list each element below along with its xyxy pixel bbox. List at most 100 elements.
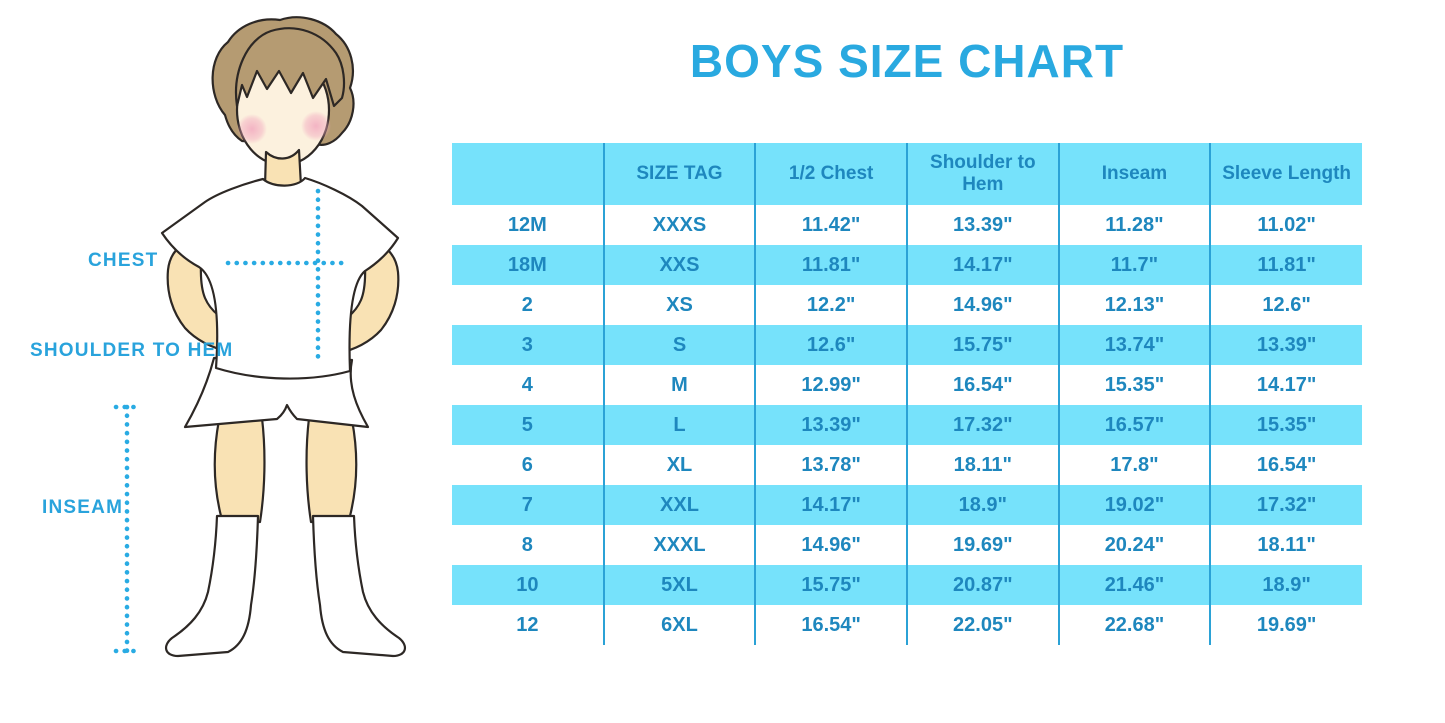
- table-cell: 14.17": [905, 245, 1059, 285]
- table-cell: 15.35": [1057, 365, 1211, 405]
- table-row: 3 S 12.6" 15.75" 13.74" 13.39": [452, 325, 1362, 365]
- table-cell: 12.6": [754, 325, 907, 365]
- header-cell-shoulder-to-hem: Shoulder to Hem: [905, 143, 1059, 205]
- page-title: BOYS SIZE CHART: [689, 35, 1125, 87]
- table-cell: 16.54": [905, 365, 1059, 405]
- right-sock: [311, 514, 407, 658]
- table-cell: 20.87": [905, 565, 1059, 605]
- table-cell: 17.32": [1209, 485, 1362, 525]
- table-cell: 11.81": [1209, 245, 1362, 285]
- table-cell: 6XL: [602, 605, 756, 645]
- table-cell: XL: [602, 445, 756, 485]
- header-cell-size: [452, 143, 604, 205]
- table-cell: 18.9": [905, 485, 1059, 525]
- table-cell: 7: [452, 485, 604, 525]
- table-cell: 4: [521, 373, 533, 396]
- table-cell: 11.02": [1209, 205, 1362, 245]
- boy-figure-illustration: CHEST SHOULDER TO HEM INSEAM: [0, 0, 450, 723]
- boy-illustration-svg: [113, 16, 407, 658]
- table-cell: S: [602, 325, 756, 365]
- table-row: 6 XL 13.78" 18.11" 17.8" 16.54": [452, 445, 1362, 485]
- table-cell: 14.17": [754, 485, 907, 525]
- table-cell: 11.42": [754, 205, 907, 245]
- size-chart-table: SIZE TAG 1/2 Chest Shoulder to Hem Insea…: [452, 143, 1362, 645]
- table-cell: 19.02": [1057, 485, 1211, 525]
- table-cell: 10: [452, 565, 604, 605]
- table-cell: M: [602, 365, 756, 405]
- table-cell: 15.75": [754, 565, 907, 605]
- left-cheek: [237, 114, 267, 144]
- table-cell: 12M: [507, 213, 547, 236]
- table-cell: 12.13": [1057, 285, 1211, 325]
- table-cell: 15.75": [905, 325, 1059, 365]
- table-body: 12M XXXS 11.42" 13.39" 11.28" 11.02" 18M XXS 11.…: [452, 205, 1362, 645]
- table-row: 7 XXL 14.17" 18.9" 19.02" 17.32": [452, 485, 1362, 525]
- table-cell: 22.05": [905, 605, 1059, 645]
- table-cell: 13.39": [905, 205, 1059, 245]
- table-cell: 18M: [452, 245, 604, 285]
- table-cell: 19.69": [1209, 605, 1362, 645]
- table-cell: XXL: [602, 485, 756, 525]
- table-row: 8 XXXL 14.96" 19.69" 20.24" 18.11": [452, 525, 1362, 565]
- header-cell-size-tag: SIZE TAG: [602, 143, 756, 205]
- table-cell: 14.96": [905, 285, 1059, 325]
- t-shirt: [160, 176, 400, 380]
- table-cell: 5XL: [602, 565, 756, 605]
- table-row: 10 5XL 15.75" 20.87" 21.46" 18.9": [452, 565, 1362, 605]
- table-cell: 13.39": [754, 405, 907, 445]
- table-row: 18M XXS 11.81" 14.17" 11.7" 11.81": [452, 245, 1362, 285]
- table-cell: 19.69": [905, 525, 1059, 565]
- right-leg: [305, 416, 358, 524]
- header-cell-inseam: Inseam: [1057, 143, 1211, 205]
- table-cell: 21.46": [1057, 565, 1211, 605]
- table-cell: 12.99": [754, 365, 907, 405]
- table-cell: 3: [452, 325, 604, 365]
- table-cell: 13.78": [754, 445, 907, 485]
- table-header-row: SIZE TAG 1/2 Chest Shoulder to Hem Insea…: [452, 143, 1362, 205]
- table-cell: XS: [602, 285, 756, 325]
- table-cell: XXS: [602, 245, 756, 285]
- table-cell: 14.96": [754, 525, 907, 565]
- inseam-label: INSEAM: [42, 497, 124, 518]
- table-header: SIZE TAG 1/2 Chest Shoulder to Hem Insea…: [452, 143, 1362, 205]
- table-cell: 11.7": [1057, 245, 1211, 285]
- table-cell: 13.39": [1209, 325, 1362, 365]
- table-cell: 12: [516, 613, 539, 636]
- left-leg: [213, 416, 266, 524]
- table-cell: 14.17": [1209, 365, 1362, 405]
- table-cell: 16.54": [1209, 445, 1362, 485]
- table-cell: 8: [521, 533, 533, 556]
- table-cell: 6: [521, 453, 533, 476]
- table-cell: 13.74": [1057, 325, 1211, 365]
- table-cell: 12.6": [1209, 285, 1362, 325]
- table-row: 2 XS 12.2" 14.96" 12.13" 12.6": [452, 285, 1362, 325]
- header-cell-sleeve-length: Sleeve Length: [1209, 143, 1362, 205]
- table-cell: XXXL: [602, 525, 756, 565]
- right-cheek: [301, 111, 331, 141]
- left-sock: [164, 514, 260, 658]
- shoulder-to-hem-label: SHOULDER TO HEM: [30, 340, 234, 361]
- table-cell: 17.32": [905, 405, 1059, 445]
- table-row: 5 L 13.39" 17.32" 16.57" 15.35": [452, 405, 1362, 445]
- neck: [263, 148, 303, 188]
- table-cell: 2: [521, 293, 533, 316]
- table-cell: 16.57": [1057, 405, 1211, 445]
- table-cell: XXXS: [602, 205, 756, 245]
- table-cell: 15.35": [1209, 405, 1362, 445]
- table-row: 4 M 12.99" 16.54" 15.35" 14.17": [452, 365, 1362, 405]
- table-cell: 22.68": [1057, 605, 1211, 645]
- table-cell: 18.9": [1209, 565, 1362, 605]
- table-cell: 18.11": [905, 445, 1059, 485]
- table-row: 12M XXXS 11.42" 13.39" 11.28" 11.02": [452, 205, 1362, 245]
- table-row: 12 6XL 16.54" 22.05" 22.68" 19.69": [452, 605, 1362, 645]
- header-cell-half-chest: 1/2 Chest: [754, 143, 907, 205]
- chest-label: CHEST: [88, 250, 159, 271]
- table-cell: 12.2": [754, 285, 907, 325]
- table-cell: 20.24": [1057, 525, 1211, 565]
- table-cell: L: [602, 405, 756, 445]
- table-cell: 11.81": [754, 245, 907, 285]
- table-cell: 17.8": [1057, 445, 1211, 485]
- table-cell: 5: [452, 405, 604, 445]
- table-cell: 11.28": [1057, 205, 1211, 245]
